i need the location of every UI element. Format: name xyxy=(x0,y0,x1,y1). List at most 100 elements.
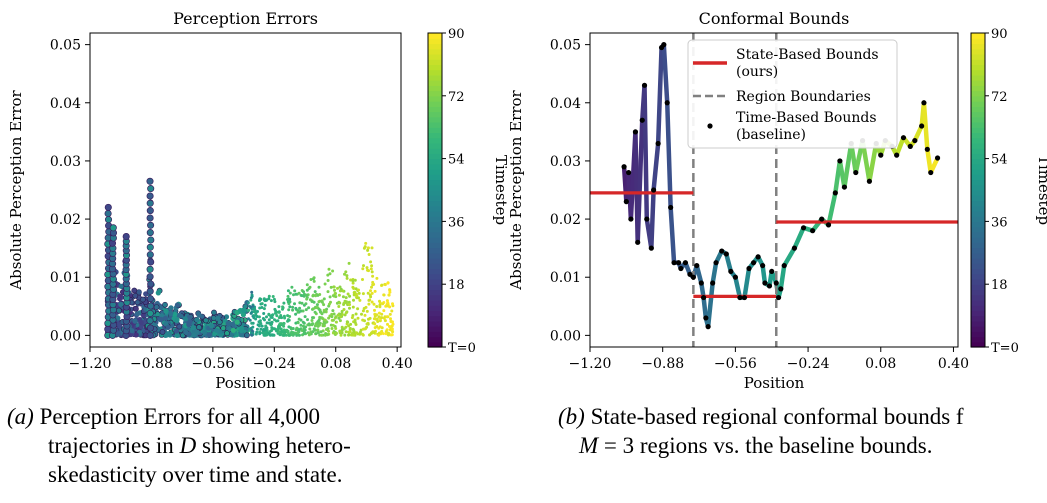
scatter-point xyxy=(326,290,330,294)
scatter-point xyxy=(370,300,374,304)
scatter-point xyxy=(289,327,293,331)
colorbar-band-a xyxy=(428,231,442,238)
scatter-points xyxy=(104,177,395,339)
scatter-point xyxy=(354,323,358,326)
caption-a-line-2: trajectories in D showing hetero- xyxy=(7,431,351,460)
colorbar-band-b xyxy=(971,190,985,196)
scatter-point xyxy=(375,313,379,317)
scatter-point xyxy=(282,324,286,328)
scatter-point xyxy=(276,319,280,323)
scatter-point xyxy=(257,324,261,328)
scatter-point xyxy=(298,301,302,305)
scatter-point xyxy=(138,324,144,330)
scatter-point xyxy=(389,319,393,323)
colorbar-band-a xyxy=(428,116,442,123)
colorbar-band-b xyxy=(971,111,985,118)
scatter-point xyxy=(328,272,332,276)
scatter-point xyxy=(330,318,334,322)
scatter-point xyxy=(373,322,377,326)
scatter-point xyxy=(323,318,327,322)
spike-point xyxy=(146,317,154,325)
time-based-dot xyxy=(655,140,661,147)
colorbar-band-b xyxy=(971,106,985,113)
scatter-point xyxy=(163,321,169,327)
y-axis-label-a: Absolute Perception Error xyxy=(7,89,25,290)
colorbar-tick-label-b: 36 xyxy=(991,215,1008,230)
scatter-point xyxy=(348,303,351,307)
scatter-point xyxy=(215,315,221,321)
caption-a-text-2b: showing hetero- xyxy=(196,433,351,458)
time-based-segment xyxy=(826,190,838,228)
scatter-point xyxy=(358,330,362,334)
colorbar-band-b xyxy=(971,216,985,222)
time-based-dot xyxy=(778,286,784,292)
scatter-point xyxy=(291,308,295,312)
scatter-point xyxy=(354,312,358,316)
scatter-point xyxy=(246,301,250,305)
scatter-point xyxy=(311,316,314,320)
scatter-point xyxy=(133,332,139,338)
scatter-point xyxy=(302,290,305,294)
scatter-point xyxy=(348,306,351,310)
scatter-point xyxy=(240,312,246,318)
colorbar-band-b xyxy=(971,210,985,217)
scatter-point xyxy=(259,321,262,325)
scatter-point xyxy=(247,317,250,321)
time-based-dot xyxy=(664,100,670,106)
time-based-segment xyxy=(781,245,797,268)
scatter-point xyxy=(344,330,348,334)
time-based-dot xyxy=(750,260,757,266)
caption-b-label: (b) xyxy=(558,404,585,429)
scatter-point xyxy=(326,279,330,282)
time-based-dot xyxy=(690,274,696,280)
scatter-point xyxy=(256,310,259,313)
scatter-point xyxy=(202,317,209,324)
scatter-point xyxy=(386,322,389,326)
scatter-point xyxy=(287,325,291,329)
spike-point xyxy=(104,216,113,224)
x-tick-label-a: −0.56 xyxy=(191,356,234,372)
scatter-point xyxy=(300,294,304,298)
colorbar-a: T=0 18 36 54 72 90 Timestep xyxy=(427,27,510,356)
colorbar-band-b xyxy=(971,116,985,123)
colorbar-band-a xyxy=(428,163,442,170)
scatter-point xyxy=(282,333,286,337)
scatter-point xyxy=(362,307,366,310)
time-based-dot xyxy=(912,137,918,144)
colorbar-band-b xyxy=(971,184,985,191)
legend-label-time-1: Time-Based Bounds xyxy=(736,110,877,126)
time-based-segment xyxy=(668,205,677,265)
scatter-point xyxy=(176,323,183,330)
scatter-point xyxy=(361,292,365,296)
scatter-point xyxy=(320,333,324,337)
colorbar-band-b xyxy=(971,258,985,264)
plot-area-a xyxy=(104,177,395,339)
scatter-point xyxy=(220,325,227,331)
x-axis-label-a: Position xyxy=(215,374,276,392)
scatter-point xyxy=(294,292,298,296)
scatter-point xyxy=(332,312,336,316)
scatter-point xyxy=(388,290,392,294)
colorbar-band-a xyxy=(428,43,442,50)
time-based-dot xyxy=(878,152,884,158)
colorbar-band-a xyxy=(428,111,442,118)
scatter-point xyxy=(281,330,285,334)
colorbar-band-b xyxy=(971,299,985,306)
scatter-point xyxy=(297,291,301,295)
colorbar-band-b xyxy=(971,231,985,238)
scatter-point xyxy=(334,327,338,330)
scatter-point xyxy=(273,327,277,331)
scatter-point xyxy=(348,330,352,333)
colorbar-tick-label-b: 18 xyxy=(991,278,1008,293)
scatter-point xyxy=(369,267,373,271)
scatter-point xyxy=(225,320,231,327)
time-based-dot xyxy=(775,294,782,301)
spike-point xyxy=(147,258,155,266)
scatter-point xyxy=(345,274,349,278)
scatter-point xyxy=(174,332,180,338)
scatter-point xyxy=(174,302,180,308)
scatter-point xyxy=(386,281,390,285)
scatter-point xyxy=(163,308,169,314)
scatter-point xyxy=(371,274,375,278)
state-based-bounds xyxy=(590,191,958,299)
